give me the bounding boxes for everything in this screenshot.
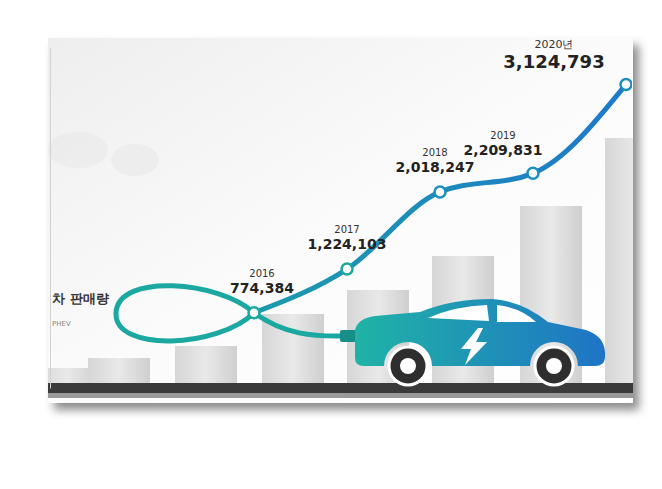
- category-label: 2018: [422, 147, 447, 158]
- data-label: 2,018,247: [396, 159, 475, 175]
- data-label: 2,209,831: [464, 142, 543, 158]
- decoration: [48, 132, 633, 398]
- car-wheel: [389, 347, 427, 385]
- car-hub: [400, 358, 416, 374]
- chart-svg: 2016774,384 20171,224,103 20182,018,247 201…: [0, 0, 662, 489]
- subtitle: PHEV: [52, 320, 71, 328]
- background-blob: [48, 132, 108, 168]
- data-label: 774,384: [230, 280, 294, 296]
- data-point: [528, 168, 539, 179]
- y-axis: [50, 49, 51, 389]
- background-blob: [111, 144, 159, 176]
- panel: [48, 38, 633, 403]
- car-bolt: [461, 328, 487, 365]
- background-bar: [605, 138, 633, 383]
- car-wheel: [535, 347, 573, 385]
- data-point: [342, 264, 353, 275]
- background-bar: [88, 358, 150, 383]
- car-hub: [546, 358, 562, 374]
- category-label: 2020년: [535, 38, 574, 51]
- category-label: 2017: [334, 224, 359, 235]
- plot-area: [249, 79, 632, 318]
- labels: 2016774,384 20171,224,103 20182,018,247 201…: [230, 38, 605, 295]
- car-window: [428, 305, 489, 321]
- data-point: [435, 186, 446, 197]
- category-label: 2019: [490, 130, 515, 141]
- road-edge: [48, 393, 633, 398]
- category-label: 2016: [249, 268, 274, 279]
- y-axis-line: [50, 49, 51, 389]
- data-point: [249, 307, 260, 318]
- car-window: [497, 305, 536, 322]
- title: 차 판매량: [52, 291, 109, 306]
- background-bar: [175, 346, 237, 383]
- data-label: 1,224,103: [308, 236, 387, 252]
- car: [340, 299, 605, 385]
- data-line: [254, 84, 626, 312]
- data-label: 3,124,793: [503, 51, 604, 72]
- data-point: [621, 79, 632, 90]
